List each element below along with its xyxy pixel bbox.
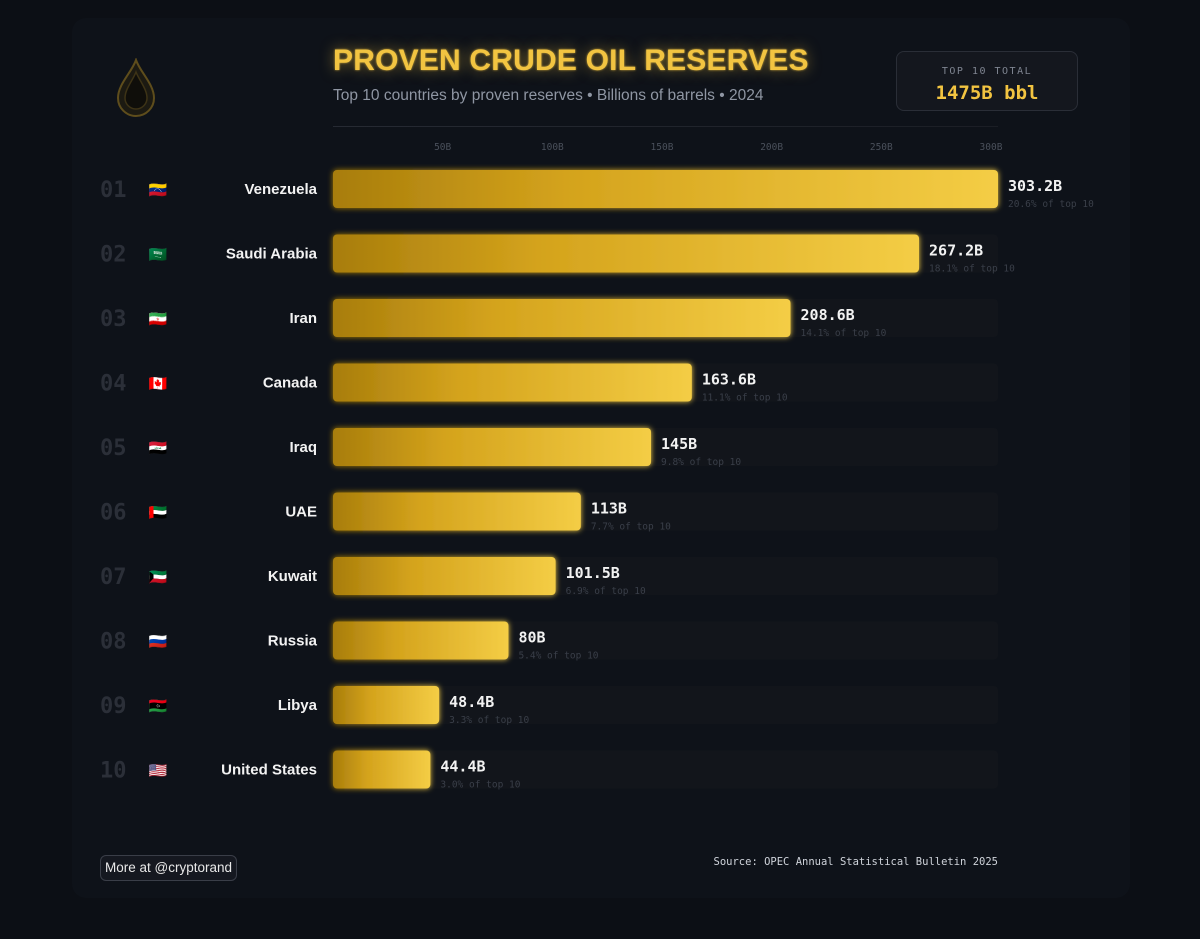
header-divider	[333, 126, 998, 127]
total-label: TOP 10 TOTAL	[941, 66, 1033, 77]
country-label: Iraq	[289, 439, 317, 456]
flag-icon: 🇺🇸	[149, 762, 168, 780]
rank-label: 07	[100, 565, 127, 590]
country-label: United States	[221, 762, 317, 779]
share-label: 5.4% of top 10	[518, 651, 598, 662]
bar[interactable]	[333, 299, 791, 337]
x-tick-label: 100B	[541, 142, 564, 153]
bar[interactable]	[333, 363, 692, 402]
flag-icon: 🇮🇶	[149, 439, 168, 457]
page-title: PROVEN CRUDE OIL RESERVES	[333, 44, 809, 77]
country-label: Iran	[289, 310, 317, 327]
bar[interactable]	[333, 686, 440, 724]
flag-icon: 🇨🇦	[149, 375, 168, 393]
value-label: 208.6B	[801, 306, 855, 324]
bar[interactable]	[333, 557, 556, 595]
flag-icon: 🇻🇪	[149, 181, 168, 199]
value-label: 163.6B	[702, 371, 756, 389]
rank-label: 02	[100, 243, 127, 268]
value-label: 145B	[661, 435, 697, 453]
flag-icon: 🇸🇦	[149, 246, 168, 264]
bar-track	[333, 750, 998, 789]
country-label: Kuwait	[268, 568, 317, 585]
value-label: 267.2B	[929, 242, 983, 260]
flag-icon: 🇦🇪	[149, 504, 168, 522]
share-label: 9.8% of top 10	[661, 457, 741, 468]
oil-drop-icon	[116, 58, 156, 117]
bar[interactable]	[333, 621, 509, 660]
share-label: 18.1% of top 10	[929, 264, 1015, 275]
share-label: 6.9% of top 10	[566, 586, 646, 597]
share-label: 20.6% of top 10	[1008, 199, 1094, 210]
value-label: 48.4B	[449, 693, 494, 711]
country-label: Saudi Arabia	[226, 246, 318, 263]
country-label: Libya	[278, 697, 318, 714]
bar[interactable]	[333, 428, 652, 466]
share-label: 14.1% of top 10	[801, 328, 887, 339]
rank-label: 03	[100, 307, 127, 332]
flag-icon: 🇱🇾	[149, 697, 168, 715]
source-note: Source: OPEC Annual Statistical Bulletin…	[713, 856, 998, 868]
rank-label: 09	[100, 694, 127, 719]
bar[interactable]	[333, 170, 998, 208]
rank-label: 05	[100, 436, 127, 461]
bar[interactable]	[333, 750, 431, 789]
rank-label: 01	[100, 178, 127, 203]
bar-track	[333, 686, 998, 724]
country-label: Russia	[268, 633, 318, 650]
country-label: UAE	[285, 504, 317, 521]
x-tick-label: 50B	[434, 142, 451, 153]
flag-icon: 🇮🇷	[149, 310, 168, 328]
value-label: 113B	[591, 500, 627, 518]
rank-label: 04	[100, 372, 127, 397]
flag-icon: 🇰🇼	[149, 568, 168, 586]
value-label: 80B	[518, 629, 545, 647]
share-label: 3.0% of top 10	[440, 780, 520, 791]
value-label: 44.4B	[440, 758, 485, 776]
total-value: 1475B bbl	[935, 82, 1039, 104]
x-tick-label: 150B	[651, 142, 674, 153]
share-label: 11.1% of top 10	[702, 393, 788, 404]
flag-icon: 🇷🇺	[149, 633, 168, 651]
rank-label: 06	[100, 501, 127, 526]
share-label: 3.3% of top 10	[449, 715, 529, 726]
more-link-button[interactable]: More at @cryptorand	[100, 855, 238, 881]
country-label: Venezuela	[244, 181, 317, 198]
total-badge: TOP 10 TOTAL 1475B bbl	[896, 51, 1078, 111]
rank-label: 10	[100, 759, 127, 784]
country-label: Canada	[263, 375, 318, 392]
bar[interactable]	[333, 492, 581, 531]
share-label: 7.7% of top 10	[591, 522, 671, 533]
x-tick-label: 300B	[980, 142, 1003, 153]
page-subtitle: Top 10 countries by proven reserves • Bi…	[333, 87, 764, 104]
value-label: 101.5B	[566, 564, 620, 582]
bar[interactable]	[333, 234, 920, 273]
value-label: 303.2B	[1008, 177, 1062, 195]
x-tick-label: 250B	[870, 142, 893, 153]
x-tick-label: 200B	[760, 142, 783, 153]
rank-label: 08	[100, 630, 127, 655]
